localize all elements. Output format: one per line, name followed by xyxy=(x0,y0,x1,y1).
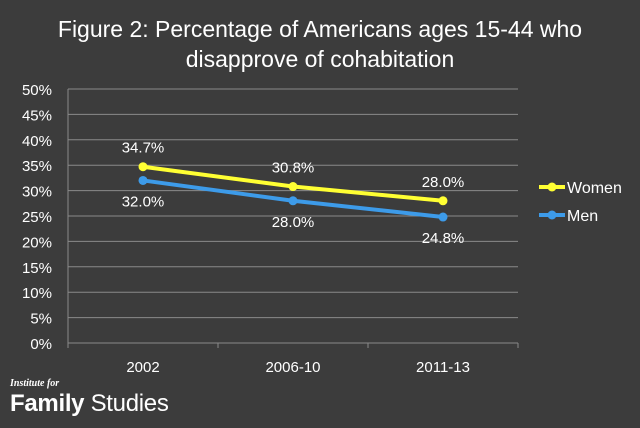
logo-institute-for: Institute for xyxy=(10,378,60,389)
y-tick-label: 45% xyxy=(22,107,52,124)
y-tick-label: 25% xyxy=(22,209,52,226)
y-tick-label: 10% xyxy=(22,285,52,302)
y-axis: 0% 5% 10% 15% 20% 25% 30% 35% 40% 45% 50% xyxy=(22,82,69,353)
x-tick-label: 2006-10 xyxy=(265,359,320,376)
chart-title: Figure 2: Percentage of Americans ages 1… xyxy=(0,14,640,74)
data-point-women xyxy=(288,182,298,192)
y-tick-label: 20% xyxy=(22,234,52,251)
data-label-men: 28.0% xyxy=(272,214,315,231)
y-tick-label: 0% xyxy=(30,336,52,353)
legend-marker-men xyxy=(547,210,557,220)
chart-title-line-2: disapprove of cohabitation xyxy=(185,46,455,72)
data-label-men: 32.0% xyxy=(122,193,165,210)
series-lines xyxy=(138,162,448,222)
legend-label-men: Men xyxy=(567,208,598,225)
data-point-women xyxy=(438,196,448,206)
logo-family-studies: Family Studies xyxy=(10,390,169,418)
y-tick-label: 15% xyxy=(22,260,52,277)
data-label-men: 24.8% xyxy=(422,230,465,247)
y-tick-label: 50% xyxy=(22,82,52,99)
x-axis: 2002 2006-10 2011-13 xyxy=(67,342,519,376)
data-point-women xyxy=(138,162,148,172)
x-tick-label: 2011-13 xyxy=(416,359,470,376)
data-point-men xyxy=(438,212,448,222)
y-tick-label: 5% xyxy=(30,311,52,328)
y-tick-label: 30% xyxy=(22,184,52,201)
data-point-men xyxy=(138,175,148,185)
legend: Women Men xyxy=(539,180,622,225)
legend-label-women: Women xyxy=(567,180,622,197)
y-tick-label: 40% xyxy=(22,133,52,150)
institute-logo: Institute for Family Studies xyxy=(10,378,169,418)
logo-family: Family xyxy=(10,390,85,417)
data-label-women: 28.0% xyxy=(422,174,465,191)
data-label-women: 34.7% xyxy=(122,140,165,157)
legend-marker-women xyxy=(547,182,557,192)
y-tick-label: 35% xyxy=(22,158,52,175)
grid-lines xyxy=(68,88,518,319)
x-tick-label: 2002 xyxy=(126,359,159,376)
chart-title-line-1: Figure 2: Percentage of Americans ages 1… xyxy=(57,16,583,42)
data-point-men xyxy=(288,196,298,206)
logo-studies: Studies xyxy=(84,390,169,417)
data-labels: 34.7% 30.8% 28.0% 32.0% 28.0% 24.8% xyxy=(122,140,465,247)
data-label-women: 30.8% xyxy=(272,160,315,177)
